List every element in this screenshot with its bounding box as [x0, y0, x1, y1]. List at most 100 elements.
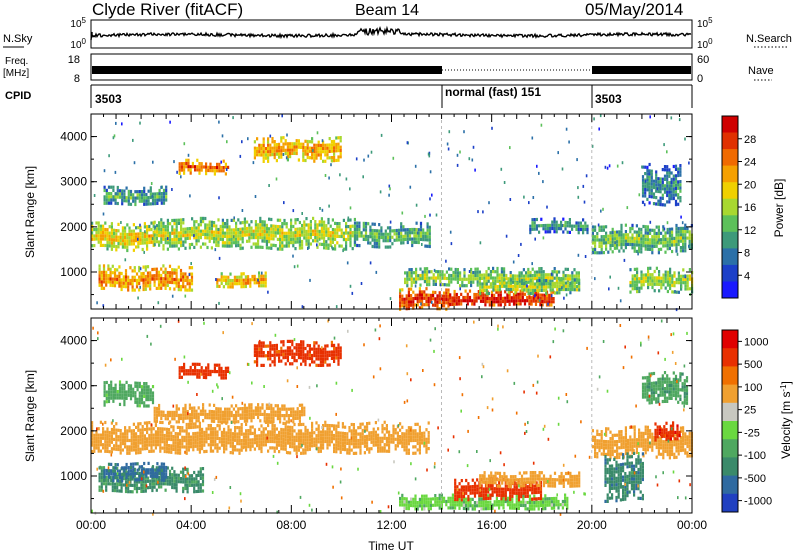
- colorbar-tick-label: 20: [744, 179, 756, 191]
- freq-trace-b: [592, 66, 691, 74]
- data-band: [103, 380, 155, 408]
- colorbar-swatch: [722, 264, 738, 282]
- data-band: [91, 420, 430, 455]
- colorbar-tick-label: 1000: [744, 336, 768, 348]
- nsearch-label: N.Search: [746, 33, 792, 45]
- power-panel: 1000 2000 3000 4000 Slant Range [km]: [23, 113, 694, 312]
- colorbar-tick-label: 24: [744, 157, 756, 169]
- colorbar-swatch: [722, 366, 738, 386]
- x-tick-label: 12:00: [376, 518, 406, 532]
- colorbar-swatch: [722, 132, 738, 150]
- data-band: [479, 278, 581, 296]
- colorbar-tick-label: -100: [744, 450, 766, 462]
- colorbar-swatch: [722, 231, 738, 249]
- nsky-label: N.Sky: [3, 33, 33, 45]
- colorbar-swatch: [722, 439, 738, 458]
- colorbar-tick-label: -1000: [744, 496, 772, 508]
- data-band: [103, 185, 168, 207]
- data-band: [591, 223, 693, 255]
- y-tick-label: 4000: [60, 130, 87, 144]
- cpid-panel: CPID 3503 normal (fast) 151 3503: [5, 84, 693, 108]
- colorbar-swatch: [722, 493, 738, 513]
- velocity-x-axis: 00:00 04:00 08:00 12:00 16:00 20:00 00:00: [76, 318, 707, 532]
- colorbar-swatch: [722, 348, 738, 367]
- colorbar-swatch: [722, 149, 738, 167]
- freq-unit: [MHz]: [3, 68, 29, 79]
- colorbar-swatch: [722, 215, 738, 233]
- freq-trace-a: [92, 66, 442, 74]
- velocity-bands: [91, 318, 693, 516]
- data-band: [529, 217, 589, 235]
- data-band: [399, 287, 450, 311]
- x-tick-label: 00:00: [677, 518, 707, 532]
- colorbar-tick-label: 12: [744, 225, 756, 237]
- data-band: [253, 136, 342, 163]
- freq-tick-bottom: 8: [74, 73, 80, 85]
- colorbar-tick-label: 4: [744, 270, 750, 282]
- colorbar-tick-label: -500: [744, 473, 766, 485]
- colorbar-swatch: [722, 330, 738, 349]
- power-colorbar-label: Power [dB]: [772, 179, 786, 238]
- cpid-segment-2: normal (fast) 151: [445, 85, 541, 99]
- y-tick-label: 3000: [60, 379, 87, 393]
- nsearch-tick-top: 105: [697, 16, 713, 30]
- x-tick-label: 08:00: [276, 518, 306, 532]
- colorbar-swatch: [722, 457, 738, 477]
- colorbar-swatch: [722, 421, 738, 440]
- nave-tick-top: 60: [697, 54, 709, 66]
- scatter-noise: [91, 318, 691, 516]
- colorbar-swatch: [722, 402, 738, 422]
- data-band: [253, 339, 342, 367]
- data-band: [353, 221, 431, 249]
- y-tick-label: 2000: [60, 424, 87, 438]
- colorbar-swatch: [722, 248, 738, 266]
- colorbar-swatch: [722, 281, 738, 299]
- date-title: 05/May/2014: [585, 0, 683, 19]
- data-band: [91, 221, 155, 253]
- y-tick-label: 2000: [60, 220, 87, 234]
- cpid-segment-3: 3503: [595, 92, 622, 106]
- y-tick-label: 1000: [60, 265, 87, 279]
- power-y-axis: 1000 2000 3000 4000: [60, 130, 692, 296]
- x-tick-label: 04:00: [176, 518, 206, 532]
- scatter-noise: [93, 114, 691, 312]
- nsky-trace: [90, 25, 692, 41]
- cpid-segment-1: 3503: [95, 92, 122, 106]
- freq-label: Freq.: [5, 56, 28, 67]
- velocity-colorbar-label: Velocity [m s-1]: [779, 381, 793, 459]
- data-band: [641, 162, 682, 207]
- data-band: [216, 271, 267, 289]
- colorbar-swatch: [722, 384, 738, 404]
- data-band: [604, 451, 644, 503]
- colorbar-tick-label: 16: [744, 202, 756, 214]
- colorbar-tick-label: 100: [744, 382, 762, 394]
- x-tick-label: 20:00: [577, 518, 607, 532]
- data-band: [153, 216, 356, 251]
- beam-title: Beam 14: [355, 2, 419, 19]
- nsky-tick-top: 105: [70, 16, 86, 30]
- colorbar-tick-label: 28: [744, 134, 756, 146]
- colorbar-tick-label: -25: [744, 427, 760, 439]
- velocity-ylabel: Slant Range [km]: [23, 370, 37, 462]
- velocity-y-axis: 1000 2000 3000 4000: [60, 334, 692, 500]
- power-bands: [91, 114, 694, 312]
- x-tick-label: 00:00: [76, 518, 106, 532]
- freq-panel: Freq. [MHz] 18 8 60 0 Nave: [3, 53, 774, 85]
- velocity-xlabel: Time UT: [368, 539, 414, 553]
- data-band: [454, 477, 543, 502]
- velocity-colorbar: 1000 500 100 25 -25 -100 -500 -1000 Velocity [m…: [721, 329, 793, 513]
- data-band: [98, 264, 194, 292]
- data-band: [641, 371, 689, 405]
- colorbar-tick-label: 500: [744, 359, 762, 371]
- y-tick-label: 3000: [60, 175, 87, 189]
- velocity-panel: 1000 2000 3000 4000 00:00 04:00 08:00 12:00 16:…: [23, 317, 707, 553]
- nsky-panel: N.Sky 105 100 105 100 N.Search: [3, 16, 792, 51]
- nsky-tick-bottom: 100: [70, 37, 86, 51]
- colorbar-swatch: [722, 182, 738, 200]
- freq-tick-top: 18: [68, 54, 80, 66]
- nave-label: Nave: [748, 65, 774, 77]
- colorbar-tick-label: 25: [744, 405, 756, 417]
- colorbar-tick-label: 8: [744, 248, 750, 260]
- data-band: [153, 403, 306, 424]
- nave-tick-bottom: 0: [697, 73, 703, 85]
